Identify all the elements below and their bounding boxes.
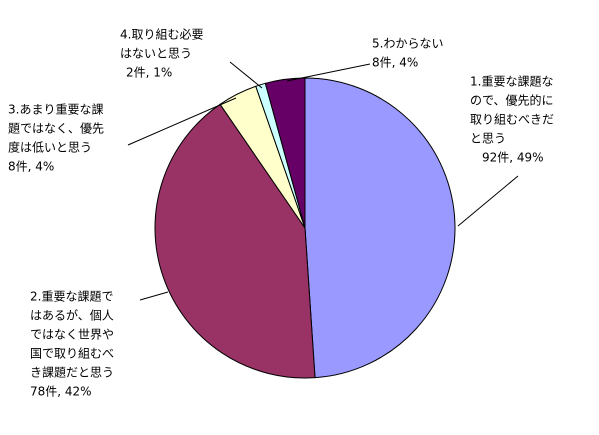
pie-slice: [264, 77, 306, 229]
leader-line: [457, 175, 519, 227]
category-label: き課題だと思う: [30, 365, 114, 380]
category-label: はあるが、個人: [30, 308, 114, 323]
category-label: 題ではなく、優先: [8, 122, 104, 136]
leader-line: [127, 97, 237, 146]
value-label: 8件, 4%: [8, 160, 54, 174]
category-label: 国で取り組むべ: [30, 347, 114, 361]
category-label: 4.取り組む必要: [120, 28, 203, 42]
category-label: 取り組むべきだ: [470, 113, 554, 127]
pie-slice: [154, 103, 316, 379]
category-label: 度は低いと思う: [8, 140, 92, 155]
value-label: 92件, 49%: [482, 151, 544, 165]
category-label: はないと思う: [120, 47, 192, 61]
value-label: 2件, 1%: [126, 66, 172, 80]
pie-slice: [304, 77, 456, 379]
category-label: 5.わからない: [372, 37, 443, 51]
value-label: 78件, 42%: [30, 385, 92, 399]
category-label: ではなく世界や: [30, 328, 114, 342]
category-label: 2.重要な課題で: [30, 289, 113, 304]
category-label: ので、優先的に: [470, 93, 554, 108]
leader-line: [139, 291, 169, 301]
category-label: 1.重要な課題な: [470, 74, 553, 89]
leader-line: [286, 63, 371, 82]
category-label: 3.あまり重要な課: [8, 102, 103, 117]
category-label: と思う: [470, 132, 506, 146]
value-label: 8件, 4%: [372, 56, 418, 70]
leader-line: [229, 61, 263, 89]
